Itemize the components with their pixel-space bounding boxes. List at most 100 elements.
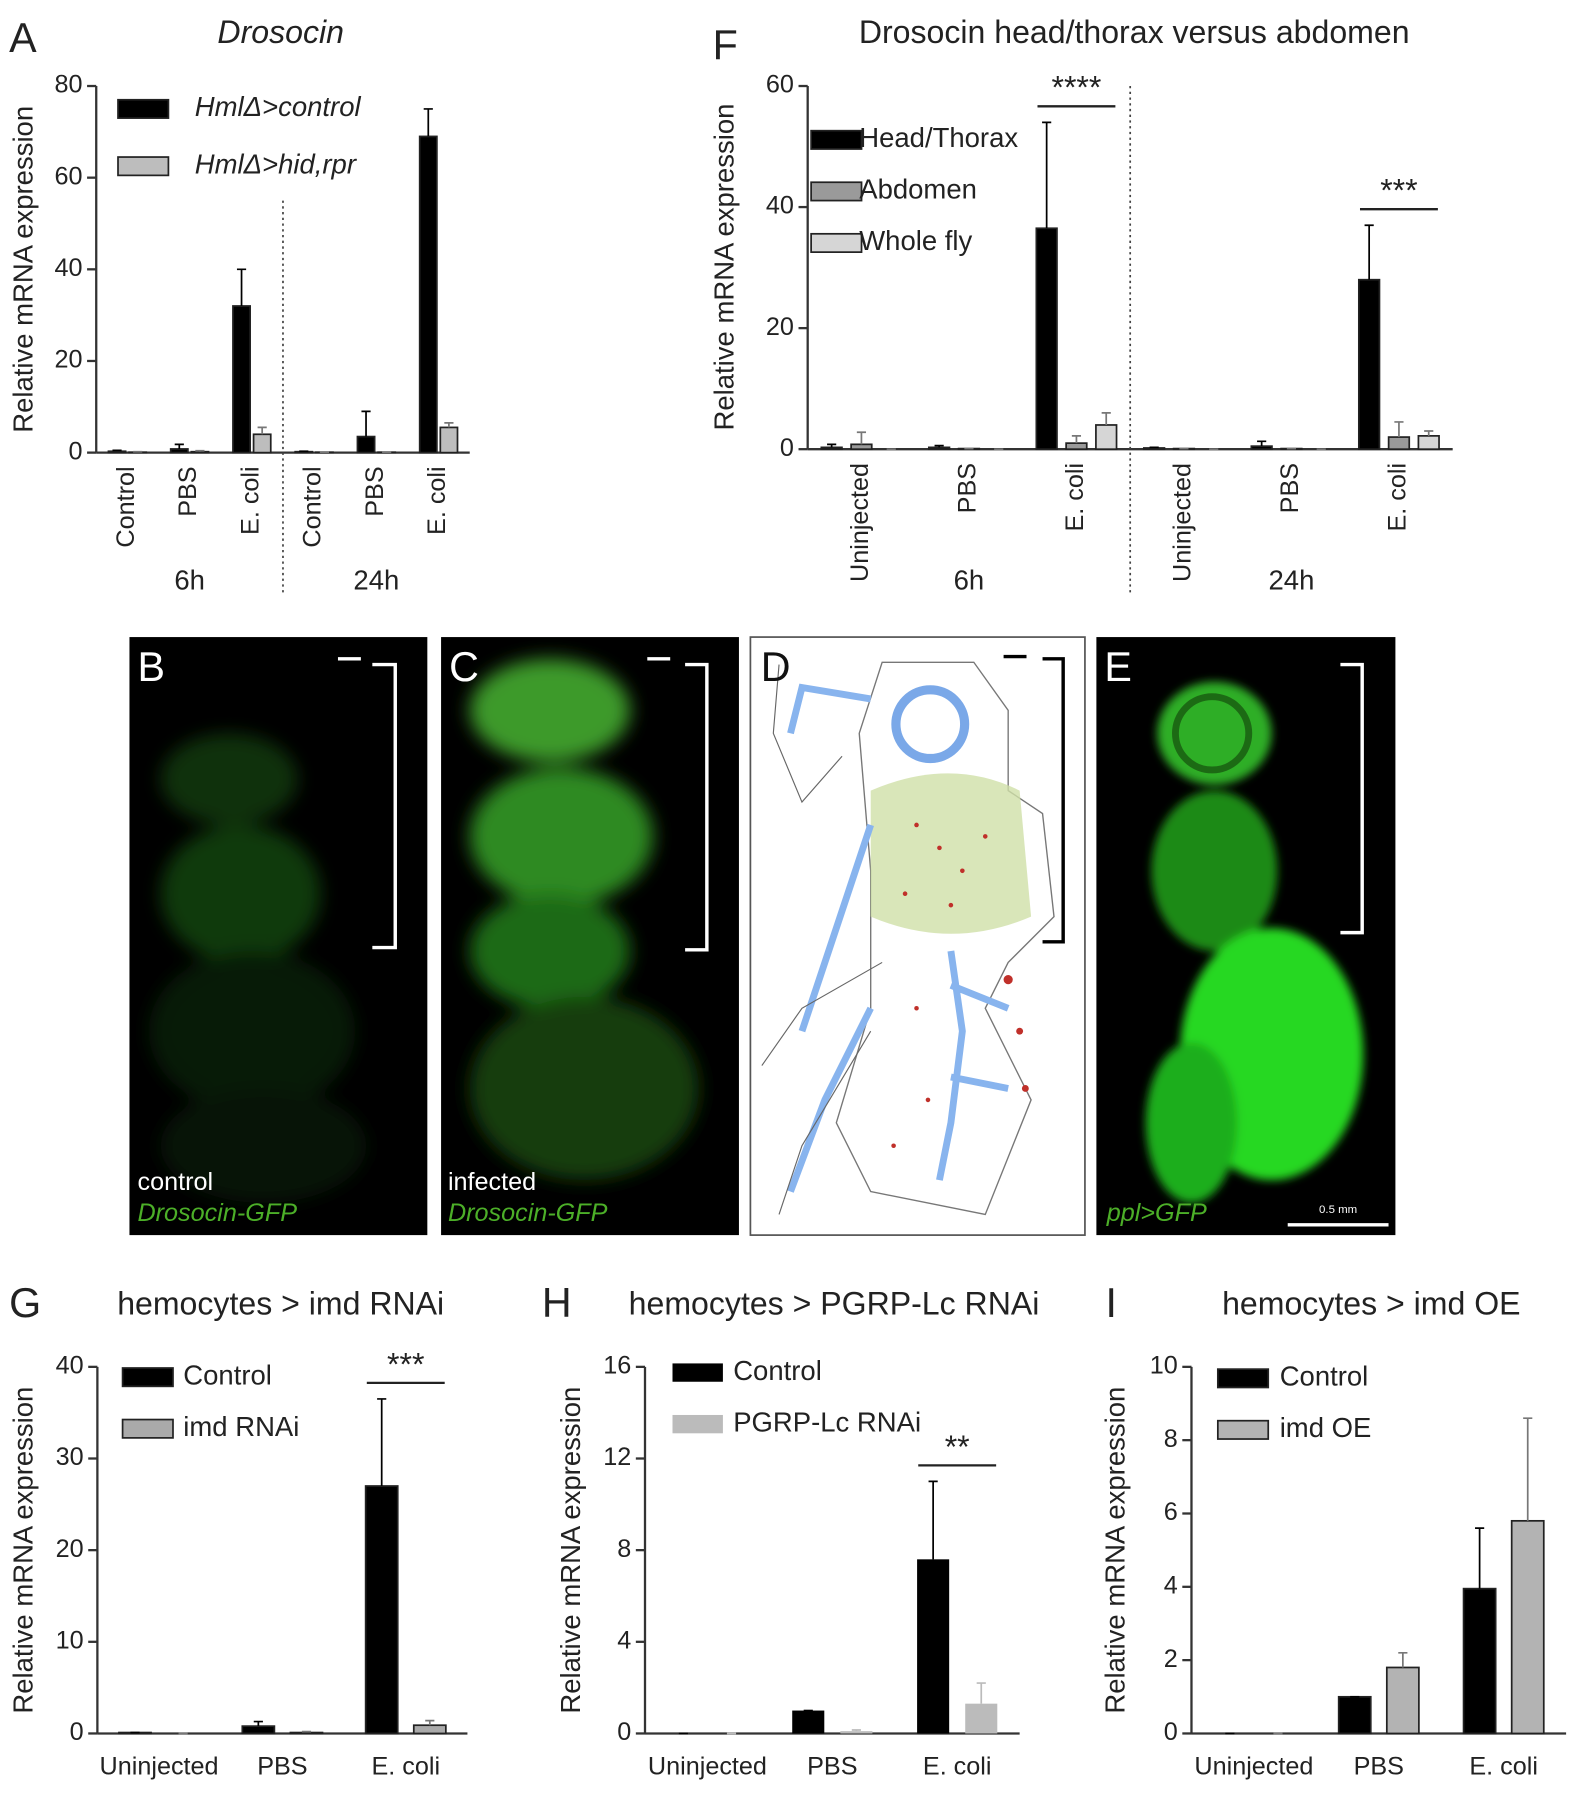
bar: [917, 1559, 950, 1734]
y-tick-label: 60: [54, 162, 82, 190]
error-bar: [1523, 1417, 1533, 1521]
y-tick-label: 0: [617, 1718, 631, 1746]
x-tick-label: PBS: [257, 1752, 307, 1780]
x-tick-label: Uninjected: [1194, 1752, 1313, 1780]
chart-title: hemocytes > PGRP-Lc RNAi: [629, 1286, 1040, 1322]
bar: [1095, 424, 1118, 451]
legend-swatch: [672, 1414, 723, 1434]
bar: [169, 448, 189, 454]
legend-label: Abdomen: [859, 174, 977, 205]
panel-letter: C: [449, 644, 479, 690]
bar: [418, 135, 438, 454]
bar: [850, 443, 873, 451]
y-tick-label: 4: [617, 1626, 631, 1654]
error-bar: [236, 268, 247, 306]
error-bar: [1424, 430, 1434, 436]
panel-letter: B: [137, 644, 165, 690]
bar: [1035, 227, 1058, 451]
significance-label: ***: [1380, 173, 1417, 209]
error-bar: [1475, 1527, 1485, 1589]
caption: infected: [448, 1168, 536, 1196]
error-bar: [423, 108, 433, 137]
group-label: 24h: [1269, 564, 1315, 595]
y-tick-label: 20: [56, 1535, 84, 1563]
y-tick-label: 30: [56, 1443, 84, 1471]
error-bar: [174, 443, 184, 449]
x-tick-label: PBS: [1276, 463, 1304, 513]
x-tick-label: E. coli: [371, 1752, 440, 1780]
x-tick-label: Control: [112, 466, 140, 547]
error-bar: [1364, 224, 1374, 280]
panel-letter: D: [761, 644, 791, 690]
error-bar: [377, 1398, 387, 1487]
legend-label: Control: [1280, 1361, 1369, 1392]
bar: [1065, 442, 1088, 451]
legend-swatch: [810, 181, 863, 202]
bar: [1357, 278, 1381, 451]
bar: [412, 1724, 447, 1735]
significance-label: ***: [387, 1346, 424, 1382]
x-tick-label: Uninjected: [846, 463, 874, 582]
y-axis-label: Relative mRNA expression: [709, 104, 740, 431]
x-tick-label: PBS: [807, 1752, 857, 1780]
chart-title: hemocytes > imd RNAi: [117, 1286, 444, 1322]
error-bar: [301, 1730, 312, 1733]
error-bar: [976, 1682, 986, 1704]
image-panel: E ppl>GFP 0.5 mm: [1096, 637, 1396, 1236]
error-bar: [1101, 412, 1111, 425]
panel-letter: I: [1106, 1280, 1117, 1326]
x-tick-label: PBS: [174, 466, 202, 516]
image-panel: C infected Drosocin-GFP: [441, 637, 739, 1236]
y-tick-label: 4: [1164, 1571, 1178, 1599]
y-axis-label: Relative mRNA expression: [555, 1387, 586, 1714]
error-bar: [253, 1720, 263, 1727]
y-tick-label: 0: [1164, 1718, 1178, 1746]
chart-title: Drosocin head/thorax versus abdomen: [859, 14, 1410, 50]
bar: [840, 1731, 873, 1734]
legend-label: imd OE: [1280, 1412, 1372, 1443]
error-bar: [1149, 446, 1159, 449]
legend-label: HmlΔ>hid,rpr: [195, 148, 358, 179]
y-tick-label: 2: [1164, 1645, 1178, 1673]
y-tick-label: 0: [68, 437, 82, 465]
y-tick-label: 40: [54, 254, 82, 282]
legend-label: Head/Thorax: [859, 122, 1018, 153]
legend-swatch: [672, 1363, 723, 1382]
y-tick-label: 16: [603, 1352, 631, 1380]
chart-title: hemocytes > imd OE: [1222, 1286, 1520, 1322]
panel-letter: F: [713, 22, 738, 68]
x-tick-label: PBS: [1354, 1752, 1404, 1780]
reporter: Drosocin-GFP: [137, 1199, 297, 1227]
x-tick-label: E. coli: [1469, 1752, 1538, 1780]
error-bar: [444, 421, 454, 428]
significance-label: ****: [1051, 70, 1101, 106]
y-axis-label: Relative mRNA expression: [1099, 1387, 1130, 1714]
scale-bar-label: 0.5 mm: [1319, 1204, 1357, 1216]
legend-swatch: [121, 1418, 174, 1439]
legend-swatch: [121, 1367, 174, 1388]
y-tick-label: 0: [780, 434, 794, 462]
bar: [1510, 1519, 1545, 1735]
y-tick-label: 8: [1164, 1425, 1178, 1453]
legend-swatch: [1216, 1419, 1270, 1440]
y-axis-label: Relative mRNA expression: [7, 106, 38, 433]
error-bar: [851, 1729, 861, 1732]
bar: [190, 450, 210, 454]
x-tick-label: Uninjected: [1169, 463, 1197, 582]
bar: [439, 426, 459, 454]
y-tick-label: 80: [54, 71, 82, 99]
y-tick-label: 6: [1164, 1498, 1178, 1526]
x-tick-label: E. coli: [1061, 463, 1089, 532]
error-bar: [934, 444, 944, 448]
group-label: 6h: [954, 564, 985, 595]
x-tick-label: E. coli: [423, 466, 451, 535]
y-axis-label: Relative mRNA expression: [7, 1387, 38, 1714]
error-bar: [928, 1480, 938, 1560]
panel-letter: A: [9, 15, 37, 61]
error-bar: [1394, 421, 1404, 438]
panel-letter: G: [9, 1280, 41, 1326]
group-label: 24h: [353, 564, 399, 595]
x-tick-label: Uninjected: [648, 1752, 767, 1780]
error-bar: [257, 426, 267, 435]
